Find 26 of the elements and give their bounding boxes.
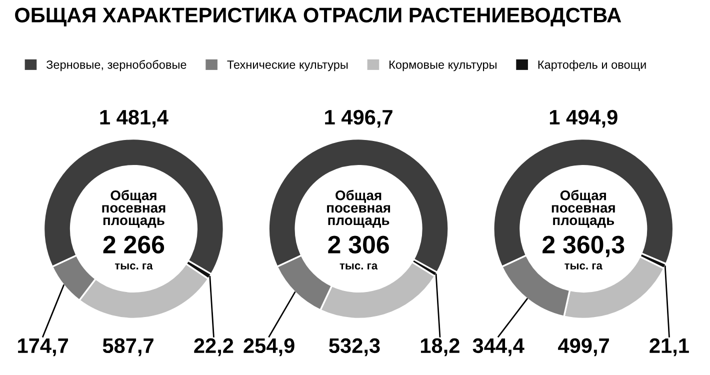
text: Общая посевная площадь — [327, 190, 390, 228]
data-label: 1 496,7 — [325, 110, 392, 128]
data-label: 499,7 — [558, 338, 609, 356]
data-label: 532,3 — [329, 338, 380, 356]
text: Общая посевная площадь — [102, 190, 166, 228]
data-label: 1 494,9 — [550, 110, 618, 128]
text: тыс. га — [340, 263, 378, 270]
legend-label: Зерновые, зернобобовые — [46, 60, 186, 72]
data-label: 21,1 — [650, 338, 689, 356]
legend-label: Технические культуры — [227, 60, 348, 72]
data-label: 22,2 — [194, 338, 234, 356]
legend-label: Картофель и овощи — [538, 60, 646, 72]
chart-title: ОБЩАЯ ХАРАКТЕРИСТИКА ОТРАСЛИ РАСТЕНИЕВОДСТВА — [15, 8, 622, 26]
data-label: 1 481,4 — [100, 110, 168, 128]
text: 2 266 — [103, 236, 164, 254]
text: Общая посевная площадь — [552, 190, 615, 228]
text: тыс. га — [114, 263, 153, 270]
text: 2 306 — [328, 236, 389, 254]
data-label: 344,4 — [472, 338, 524, 356]
data-label: 254,9 — [244, 338, 294, 356]
text: 2 360,3 — [542, 236, 624, 258]
data-label: 174,7 — [18, 338, 68, 356]
legend-label: Кормовые культуры — [390, 60, 496, 72]
text: тыс. га — [564, 263, 602, 270]
data-label: 18,2 — [420, 338, 460, 356]
data-label: 587,7 — [102, 338, 154, 356]
